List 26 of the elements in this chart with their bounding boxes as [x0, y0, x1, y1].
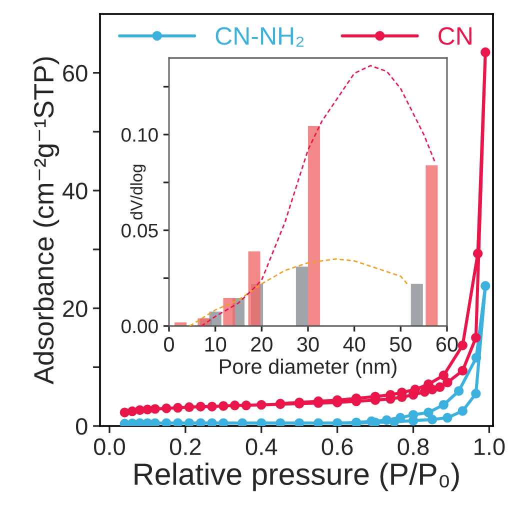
x-tick-label: 0 [164, 336, 174, 352]
x-tick-label: 10 [205, 336, 226, 352]
y-tick-label: 0.10 [122, 128, 158, 142]
y-tick-label: 60 [63, 64, 88, 82]
y-axis-title: dV/dlog [130, 164, 146, 220]
y-tick-label: 0.00 [122, 319, 158, 334]
x-tick-label: 0.6 [322, 438, 353, 456]
x-tick-label: 20 [251, 336, 272, 352]
legend-label: CN-NH₂ [216, 27, 304, 47]
x-tick-label: 50 [390, 336, 412, 352]
x-axis-title: Relative pressure (P/P₀) [134, 462, 459, 492]
y-tick-label: 0.05 [122, 224, 158, 238]
x-tick-label: 1.0 [474, 438, 505, 456]
x-tick-label: 40 [343, 336, 366, 352]
y-tick-label: 0 [76, 418, 88, 435]
x-tick-label: 0.2 [170, 438, 201, 456]
x-tick-label: 30 [297, 336, 319, 352]
y-tick-label: 40 [62, 182, 88, 200]
x-tick-label: 0.8 [398, 438, 429, 456]
x-axis-title: Pore diameter (nm) [220, 358, 396, 378]
legend-label: CN [438, 27, 472, 45]
y-axis-title: Adsorbance (cm⁻²g⁻¹STP) [33, 57, 60, 384]
x-tick-label: 60 [436, 336, 458, 352]
y-tick-label: 20 [63, 300, 88, 318]
x-tick-label: 0.4 [246, 438, 278, 456]
x-tick-label: 0.0 [94, 438, 125, 456]
